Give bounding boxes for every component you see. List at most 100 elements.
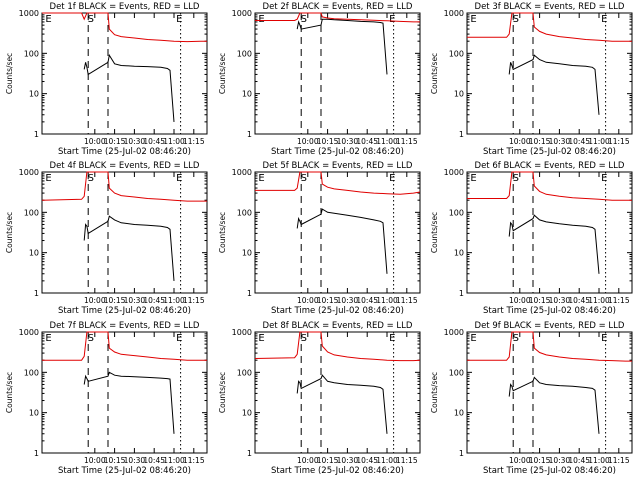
chart-title: Det 7f BLACK = Events, RED = LLD	[50, 321, 200, 331]
series-lld	[255, 12, 420, 23]
series-lld	[467, 12, 632, 42]
series-events	[83, 371, 175, 434]
y-tick-label: 10	[242, 409, 252, 418]
y-tick-label: 10	[454, 249, 464, 258]
y-axis-label: Counts/sec	[5, 53, 14, 94]
x-axis-label: Start Time (25-Jul-02 08:46:20)	[483, 147, 616, 157]
y-axis-label: Counts/sec	[5, 372, 14, 413]
y-axis-label: Counts/sec	[430, 212, 439, 253]
y-tick-label: 100	[24, 368, 39, 377]
x-tick-label: 11:15	[396, 456, 418, 465]
y-tick-label: 10	[29, 409, 39, 418]
x-tick-label: 10:30	[549, 296, 571, 305]
y-tick-label: 100	[237, 368, 252, 377]
x-axis-label: Start Time (25-Jul-02 08:46:20)	[58, 466, 191, 476]
x-axis-label: Start Time (25-Jul-02 08:46:20)	[271, 147, 404, 157]
x-tick-label: 10:30	[124, 296, 146, 305]
x-tick-label: 10:45	[143, 137, 165, 146]
x-tick-label: 11:00	[163, 137, 185, 146]
y-tick-label: 1000	[232, 328, 252, 337]
series-lld	[467, 331, 632, 362]
y-axis-label: Counts/sec	[218, 53, 227, 94]
chart-title: Det 1f BLACK = Events, RED = LLD	[50, 2, 200, 12]
marker-label: E	[258, 14, 264, 25]
marker-label: E	[258, 333, 264, 344]
marker-label: S	[301, 173, 307, 184]
marker-label: S	[513, 173, 519, 184]
plot-frame	[41, 171, 208, 294]
chart-title: Det 4f BLACK = Events, RED = LLD	[50, 161, 200, 171]
y-tick-label: 1	[34, 449, 39, 458]
series-events	[83, 215, 175, 281]
series-lld	[42, 12, 207, 43]
marker-label: E	[470, 173, 476, 184]
y-tick-label: 1000	[19, 328, 39, 337]
plot-frame	[41, 331, 208, 454]
marker-label: E	[389, 333, 395, 344]
plot-frame	[41, 12, 208, 135]
panel-det-6: Det 6f BLACK = Events, RED = LLD Counts/s…	[430, 161, 633, 316]
series-lld	[255, 171, 421, 195]
x-tick-label: 10:30	[549, 456, 571, 465]
x-tick-label: 10:15	[104, 296, 126, 305]
x-tick-label: 10:00	[84, 137, 106, 146]
y-tick-label: 1	[247, 289, 252, 298]
series-events	[508, 376, 600, 434]
x-tick-label: 10:15	[529, 137, 551, 146]
marker-label: E	[176, 173, 182, 184]
x-tick-label: 10:00	[84, 456, 106, 465]
panel-det-3: Det 3f BLACK = Events, RED = LLD Counts/s…	[430, 2, 633, 157]
marker-label: E	[601, 333, 607, 344]
x-tick-label: 10:30	[337, 456, 359, 465]
panel-det-4: Det 4f BLACK = Events, RED = LLD Counts/s…	[5, 161, 208, 316]
marker-label: E	[601, 173, 607, 184]
marker-label: S	[88, 333, 94, 344]
series-lld	[467, 171, 632, 201]
chart-title: Det 3f BLACK = Events, RED = LLD	[475, 2, 625, 12]
y-tick-label: 1	[34, 130, 39, 139]
x-tick-label: 10:45	[356, 456, 378, 465]
y-tick-label: 1000	[444, 168, 464, 177]
x-axis-label: Start Time (25-Jul-02 08:46:20)	[58, 147, 191, 157]
marker-label: E	[45, 14, 51, 25]
x-tick-label: 11:15	[183, 456, 205, 465]
plot-frame	[254, 12, 421, 135]
x-tick-label: 11:15	[608, 296, 630, 305]
plot-frame	[254, 331, 421, 454]
panel-det-5: Det 5f BLACK = Events, RED = LLD Counts/s…	[218, 161, 421, 316]
x-tick-label: 11:00	[588, 137, 610, 146]
marker-label: E	[601, 14, 607, 25]
panel-det-9: Det 9f BLACK = Events, RED = LLD Counts/s…	[430, 321, 633, 476]
series-lld	[254, 331, 421, 362]
y-tick-label: 1	[247, 449, 252, 458]
x-tick-label: 10:00	[297, 137, 319, 146]
x-tick-label: 11:15	[396, 137, 418, 146]
x-axis-label: Start Time (25-Jul-02 08:46:20)	[483, 466, 616, 476]
series-events	[296, 374, 388, 434]
marker-label: E	[176, 333, 182, 344]
panel-det-2: Det 2f BLACK = Events, RED = LLD Counts/s…	[218, 2, 421, 157]
y-axis-label: Counts/sec	[218, 372, 227, 413]
x-tick-label: 11:15	[608, 137, 630, 146]
x-axis-label: Start Time (25-Jul-02 08:46:20)	[58, 306, 191, 316]
x-tick-label: 11:00	[376, 137, 398, 146]
y-tick-label: 1000	[232, 9, 252, 18]
x-tick-label: 10:30	[124, 456, 146, 465]
y-axis-label: Counts/sec	[430, 53, 439, 94]
y-tick-label: 1	[247, 130, 252, 139]
series-events	[296, 208, 388, 274]
x-tick-label: 10:00	[297, 296, 319, 305]
x-tick-label: 10:30	[337, 137, 359, 146]
y-tick-label: 1000	[19, 9, 39, 18]
marker-label: S	[88, 14, 94, 25]
y-tick-label: 10	[242, 249, 252, 258]
x-tick-label: 10:45	[568, 137, 590, 146]
panel-det-8: Det 8f BLACK = Events, RED = LLD Counts/s…	[218, 321, 421, 476]
x-tick-label: 10:45	[143, 456, 165, 465]
x-tick-label: 10:45	[143, 296, 165, 305]
x-tick-label: 10:15	[529, 296, 551, 305]
y-tick-label: 100	[237, 49, 252, 58]
x-tick-label: 11:15	[183, 137, 205, 146]
chart-title: Det 9f BLACK = Events, RED = LLD	[475, 321, 625, 331]
x-tick-label: 10:00	[509, 456, 531, 465]
